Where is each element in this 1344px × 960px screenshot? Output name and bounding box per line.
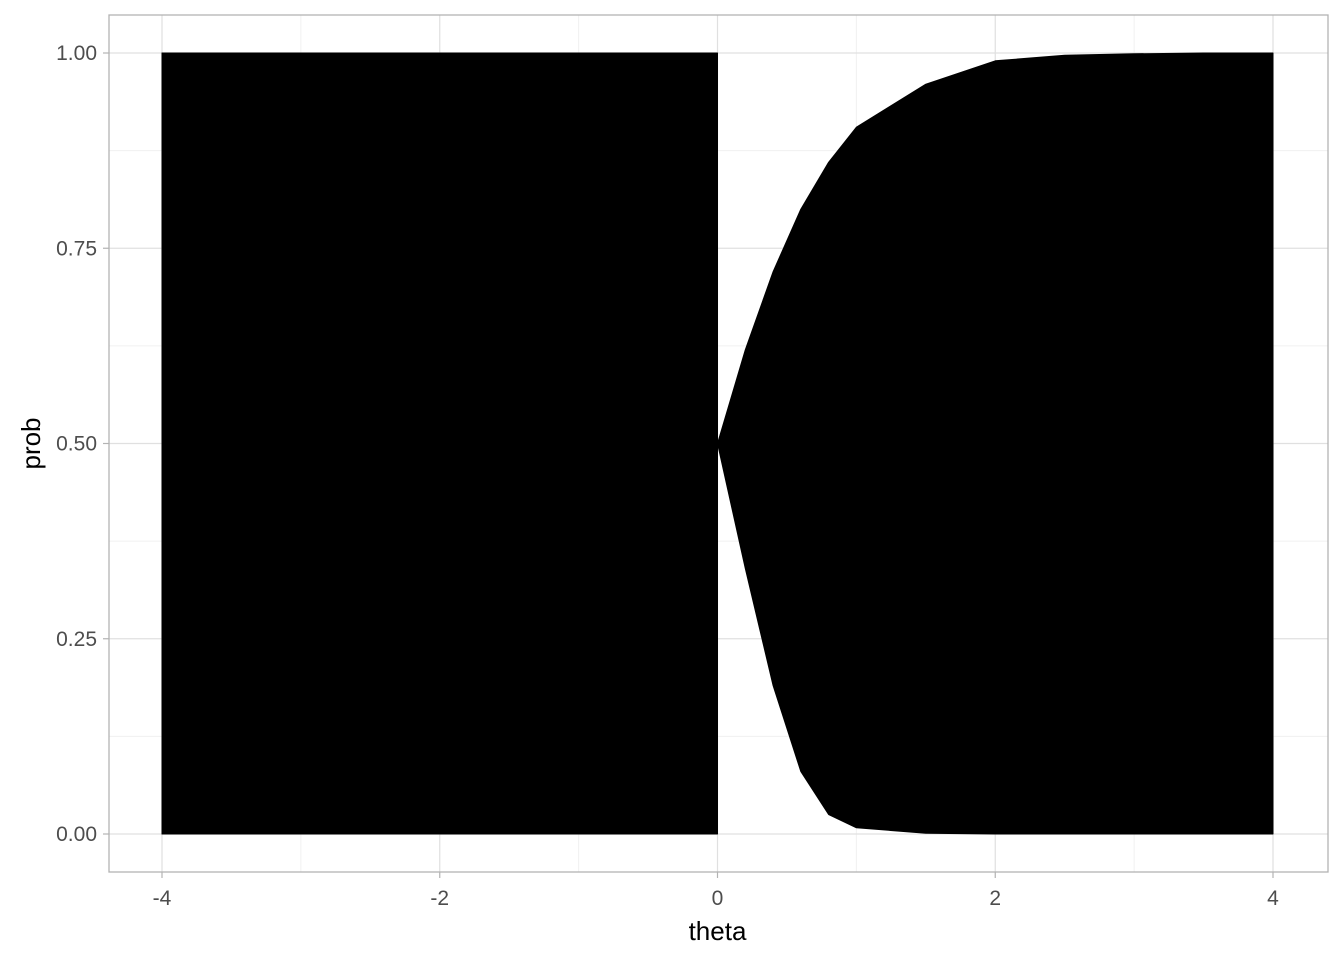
- y-tick-label: 0.75: [56, 237, 97, 260]
- x-tick-label: 0: [712, 887, 724, 910]
- data-area: [161, 52, 1274, 835]
- y-tick-label: 0.00: [56, 823, 97, 846]
- x-axis-title: theta: [689, 916, 747, 946]
- y-tick-label: 0.25: [56, 628, 97, 651]
- area-region-2: [161, 52, 718, 835]
- y-axis: 0.00 0.25 0.50 0.75 1.00: [56, 42, 109, 846]
- x-axis: -4 -2 0 2 4: [153, 872, 1279, 910]
- x-tick-label: -4: [153, 887, 172, 910]
- area-region-3: [717, 52, 1274, 835]
- x-tick-label: 4: [1267, 887, 1279, 910]
- y-tick-label: 0.50: [56, 433, 97, 456]
- y-tick-label: 1.00: [56, 42, 97, 65]
- y-axis-title: prob: [16, 417, 46, 469]
- x-tick-label: 2: [989, 887, 1001, 910]
- x-tick-label: -2: [430, 887, 449, 910]
